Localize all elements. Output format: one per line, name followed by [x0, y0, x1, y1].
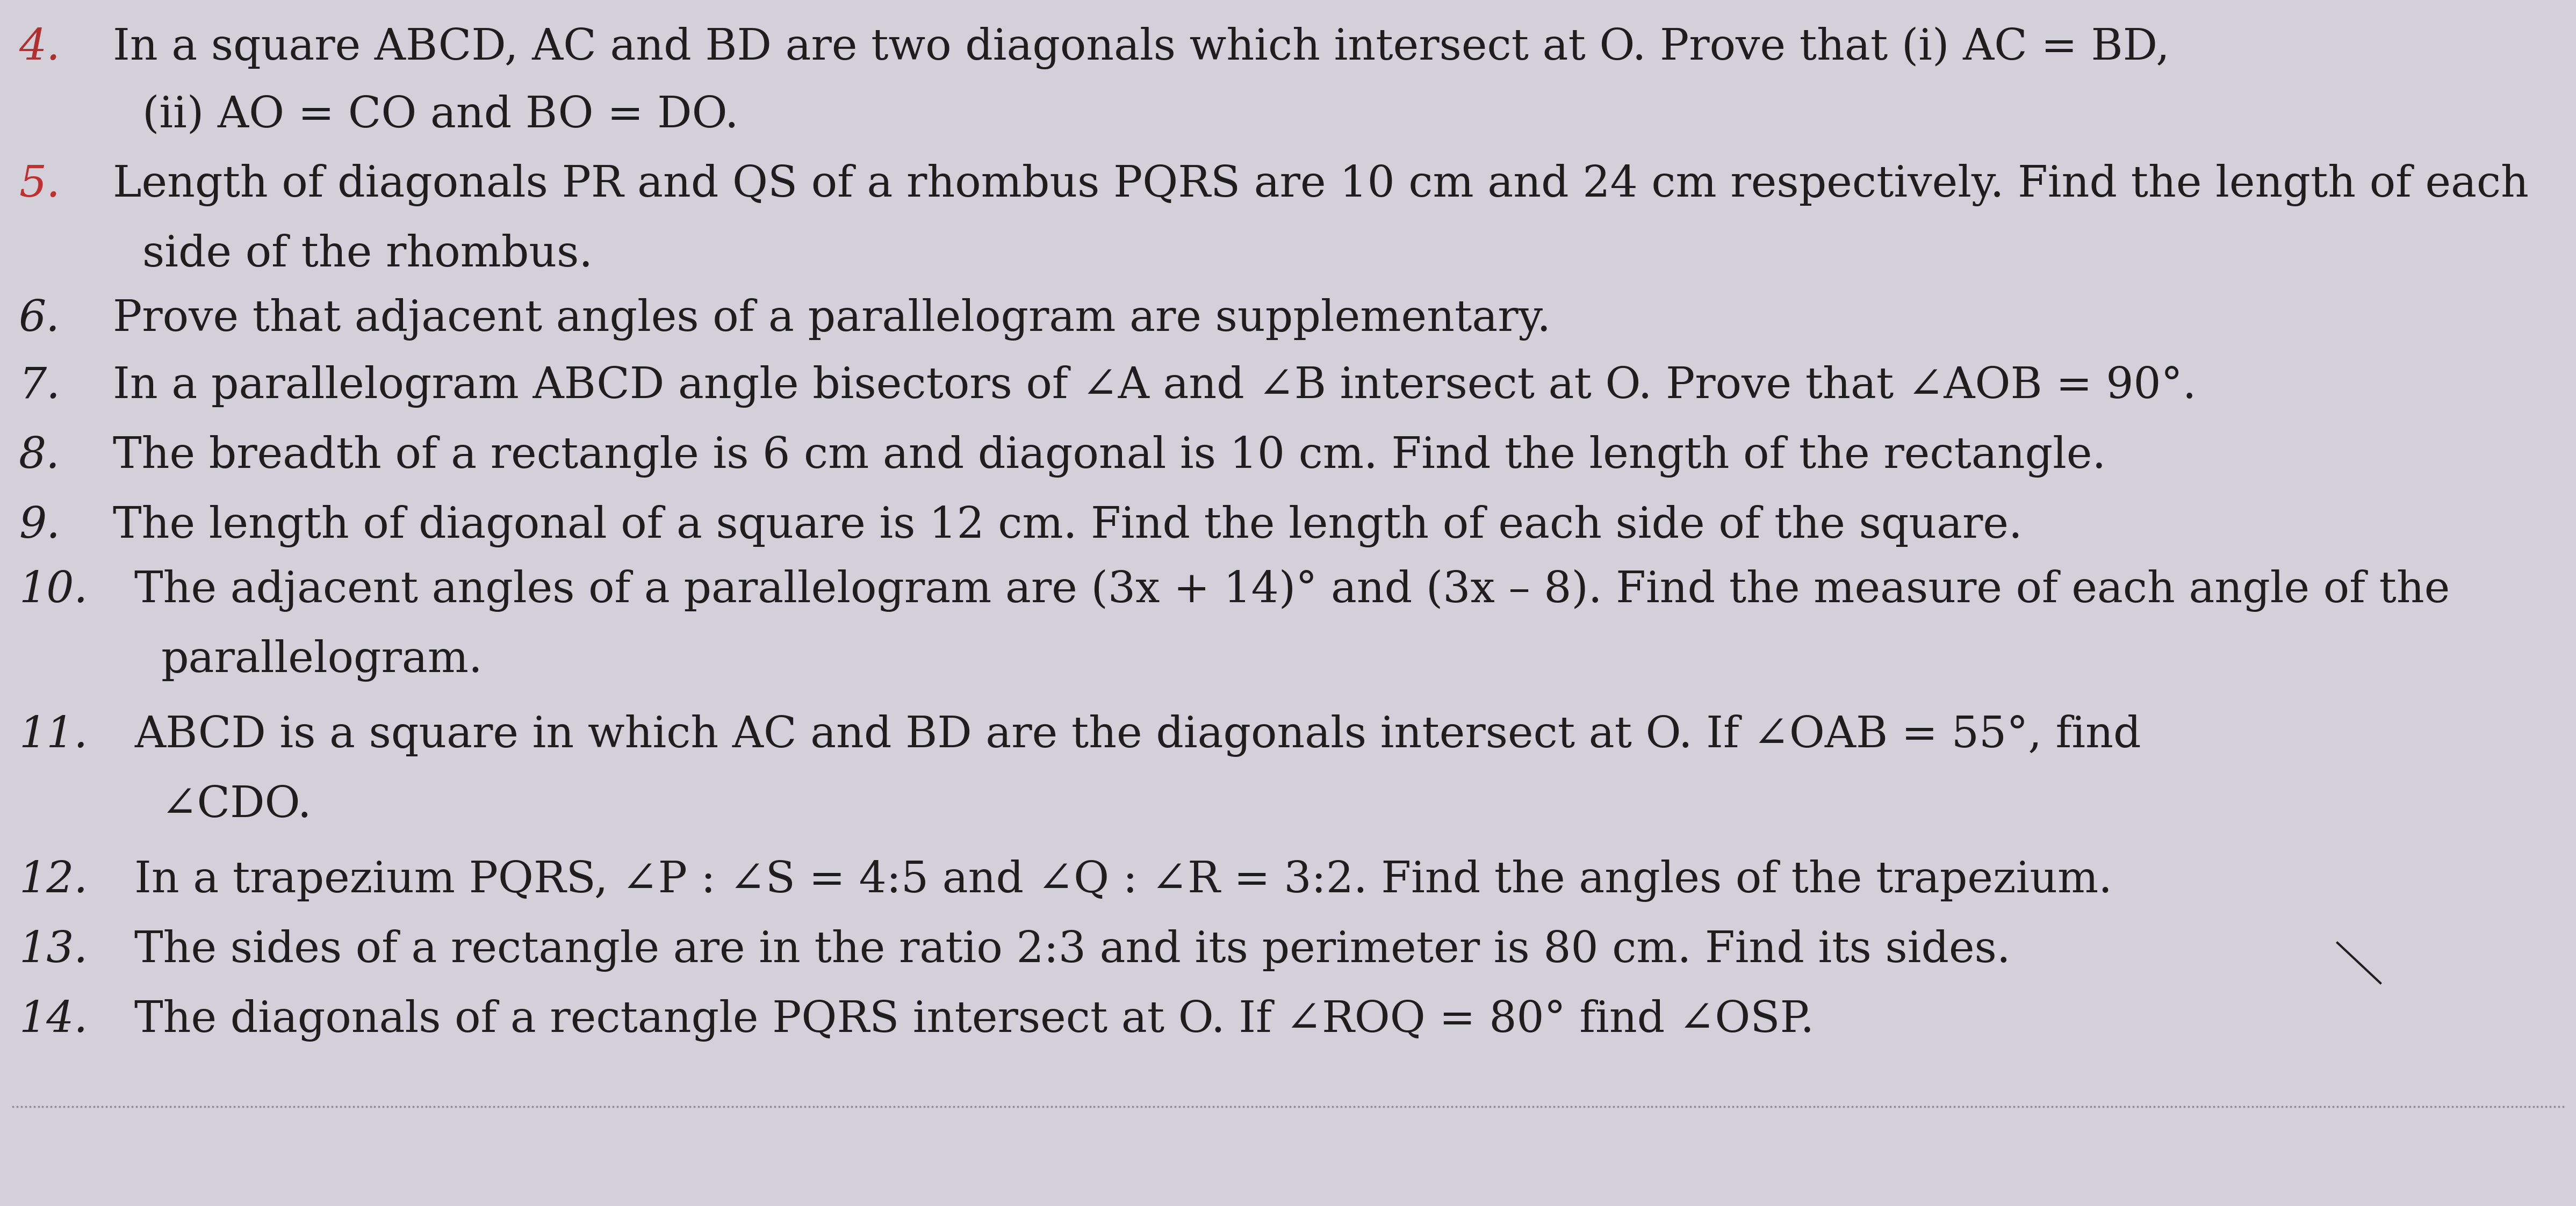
Text: The sides of a rectangle are in the ratio 2:3 and its perimeter is 80 cm. Find i: The sides of a rectangle are in the rati…: [134, 930, 2009, 972]
Text: 12.: 12.: [18, 860, 88, 901]
Text: ∠CDO.: ∠CDO.: [162, 784, 312, 826]
Text: The length of diagonal of a square is 12 cm. Find the length of each side of the: The length of diagonal of a square is 12…: [113, 505, 2022, 548]
Text: Prove that adjacent angles of a parallelogram are supplementary.: Prove that adjacent angles of a parallel…: [113, 298, 1551, 340]
Text: 6.: 6.: [18, 298, 59, 340]
Text: Length of diagonals PR and QS of a rhombus PQRS are 10 cm and 24 cm respectively: Length of diagonals PR and QS of a rhomb…: [113, 164, 2530, 206]
Text: 7.: 7.: [18, 365, 59, 406]
Text: The breadth of a rectangle is 6 cm and diagonal is 10 cm. Find the length of the: The breadth of a rectangle is 6 cm and d…: [113, 435, 2107, 478]
Text: (ii) AO = CO and BO = DO.: (ii) AO = CO and BO = DO.: [142, 94, 739, 136]
Text: 10.: 10.: [18, 569, 88, 611]
Text: The diagonals of a rectangle PQRS intersect at O. If ∠ROQ = 80° find ∠OSP.: The diagonals of a rectangle PQRS inters…: [134, 1000, 1814, 1042]
Text: ABCD is a square in which AC and BD are the diagonals intersect at O. If ∠OAB = : ABCD is a square in which AC and BD are …: [134, 714, 2141, 757]
Text: parallelogram.: parallelogram.: [162, 639, 482, 681]
Text: In a parallelogram ABCD angle bisectors of ∠A and ∠B intersect at O. Prove that : In a parallelogram ABCD angle bisectors …: [113, 365, 2197, 408]
Text: 5.: 5.: [18, 164, 59, 205]
Text: 11.: 11.: [18, 714, 88, 756]
Text: The adjacent angles of a parallelogram are (3x + 14)° and (3x – 8). Find the mea: The adjacent angles of a parallelogram a…: [134, 569, 2450, 611]
Text: In a trapezium PQRS, ∠P : ∠S = 4:5 and ∠Q : ∠R = 3:2. Find the angles of the tra: In a trapezium PQRS, ∠P : ∠S = 4:5 and ∠…: [134, 860, 2112, 902]
Text: 13.: 13.: [18, 930, 88, 971]
Text: 9.: 9.: [18, 505, 59, 546]
Text: In a square ABCD, AC and BD are two diagonals which intersect at O. Prove that (: In a square ABCD, AC and BD are two diag…: [113, 27, 2169, 70]
Text: 8.: 8.: [18, 435, 59, 476]
Text: 4.: 4.: [18, 27, 59, 69]
Text: side of the rhombus.: side of the rhombus.: [142, 234, 592, 276]
Text: 14.: 14.: [18, 1000, 88, 1041]
